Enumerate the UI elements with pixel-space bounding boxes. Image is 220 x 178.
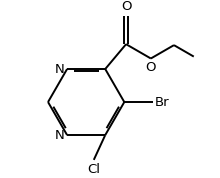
Text: O: O: [146, 61, 156, 74]
Text: N: N: [55, 62, 64, 75]
Text: Cl: Cl: [87, 163, 100, 176]
Text: N: N: [55, 129, 64, 142]
Text: Br: Br: [155, 96, 170, 109]
Text: O: O: [121, 0, 131, 13]
